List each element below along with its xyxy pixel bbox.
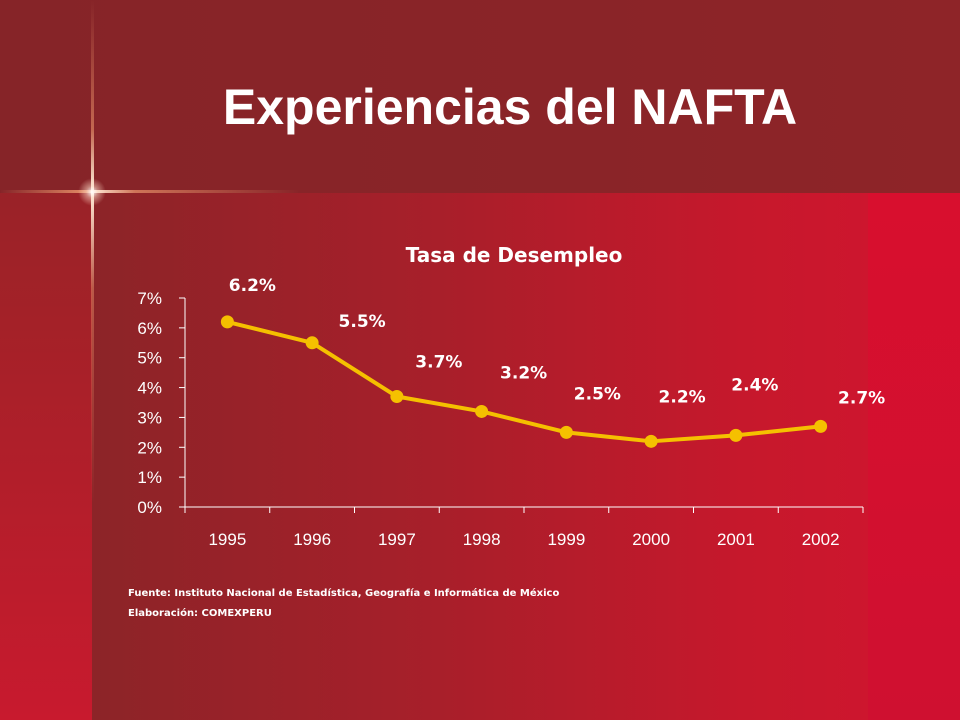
y-tick-label: 3% [137, 408, 162, 427]
series-unemployment [220, 315, 828, 448]
data-point [390, 390, 404, 404]
y-axis: 0% 1% 2% 3% 4% 5% 6% 7% [137, 289, 186, 517]
x-tick-label: 1996 [293, 530, 331, 549]
y-tick-label: 4% [137, 379, 162, 398]
data-label: 3.2% [500, 363, 547, 383]
x-axis: 1995 1996 1997 1998 1999 2000 2001 2002 [184, 506, 864, 549]
data-labels: 6.2% 5.5% 3.7% 3.2% 2.5% 2.2% 2.4% 2.7% [229, 276, 885, 409]
data-label: 6.2% [229, 276, 276, 296]
data-label: 5.5% [339, 312, 386, 332]
series-line [225, 319, 823, 444]
y-tick-label: 5% [137, 349, 162, 368]
y-tick-label: 0% [137, 498, 162, 517]
x-tick-label: 1995 [208, 530, 246, 549]
data-label: 2.5% [574, 384, 621, 404]
chart-title: Tasa de Desempleo [406, 243, 623, 267]
y-tick-label: 6% [137, 319, 162, 338]
y-tick-label: 2% [137, 438, 162, 457]
x-tick-label: 1997 [378, 530, 416, 549]
header-band [0, 0, 960, 193]
data-point [814, 419, 828, 433]
data-label: 2.4% [731, 375, 778, 395]
data-point [220, 315, 234, 329]
slide-title: Experiencias del NAFTA [222, 79, 798, 135]
data-label: 3.7% [415, 353, 462, 373]
data-point [729, 428, 743, 442]
data-label: 2.7% [838, 388, 885, 408]
x-tick-label: 2002 [802, 530, 840, 549]
light-flare-vertical [91, 0, 94, 720]
x-tick-label: 2000 [632, 530, 670, 549]
y-tick-label: 7% [137, 289, 162, 308]
source-note: Fuente: Instituto Nacional de Estadístic… [128, 588, 560, 599]
y-tick-label: 1% [137, 468, 162, 487]
x-tick-label: 1998 [463, 530, 501, 549]
data-point [305, 336, 319, 350]
data-point [644, 434, 658, 448]
x-tick-label: 1999 [547, 530, 585, 549]
light-flare-glow [78, 178, 106, 206]
data-point [475, 404, 489, 418]
data-label: 2.2% [659, 387, 706, 407]
credit-note: Elaboración: COMEXPERU [128, 608, 272, 619]
light-flare-horizontal [0, 190, 300, 193]
background-right-strip [868, 190, 960, 720]
data-point [559, 425, 573, 439]
x-tick-label: 2001 [717, 530, 755, 549]
